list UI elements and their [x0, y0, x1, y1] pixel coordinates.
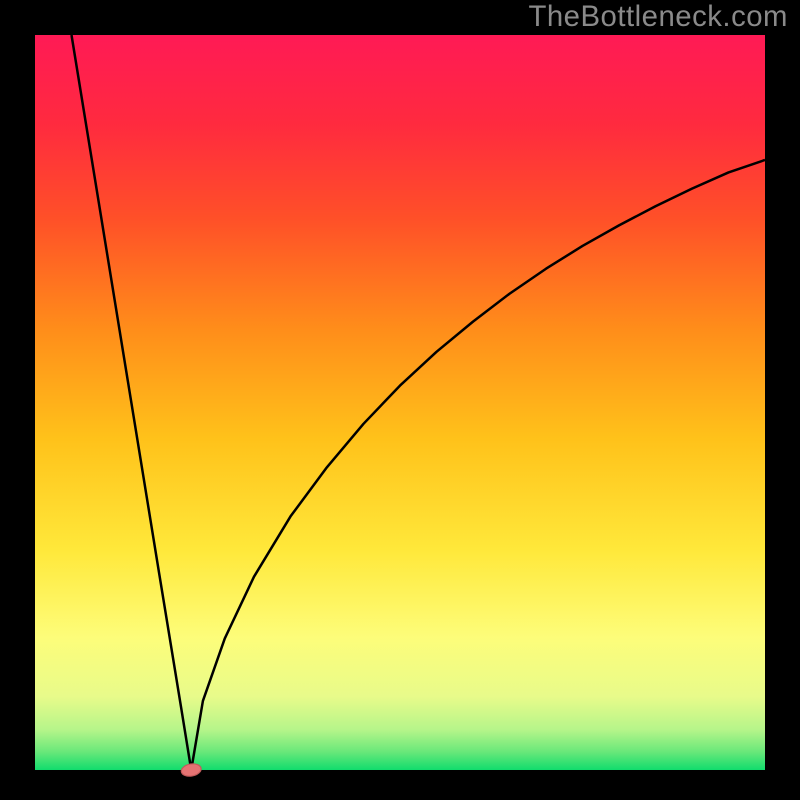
- gradient-plot-area: [35, 35, 765, 770]
- chart-canvas: TheBottleneck.com: [0, 0, 800, 800]
- bottleneck-chart: [0, 0, 800, 800]
